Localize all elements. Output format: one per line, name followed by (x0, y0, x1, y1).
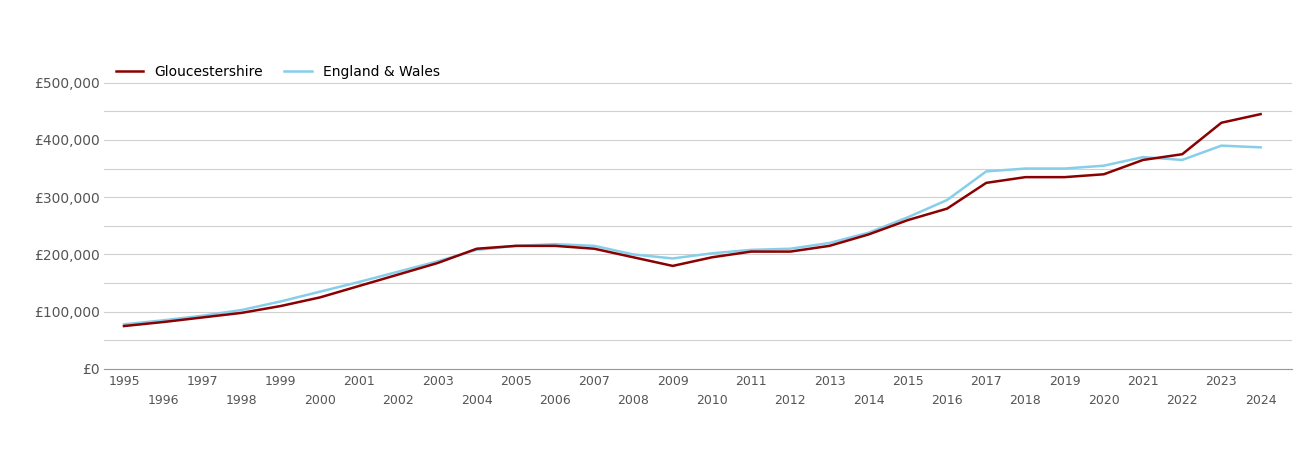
England & Wales (586, 243, 602, 248)
England & Wales (194, 313, 210, 319)
Gloucestershire (900, 217, 916, 223)
England & Wales (625, 252, 641, 257)
England & Wales (979, 169, 994, 174)
Gloucestershire (116, 324, 132, 329)
Line: England & Wales: England & Wales (124, 146, 1261, 324)
England & Wales (940, 198, 955, 203)
England & Wales (1135, 154, 1151, 160)
Gloucestershire (390, 272, 406, 277)
England & Wales (508, 243, 523, 248)
England & Wales (861, 230, 877, 235)
England & Wales (273, 299, 288, 304)
England & Wales (234, 307, 249, 313)
England & Wales (155, 318, 171, 323)
England & Wales (547, 242, 562, 247)
Gloucestershire (1096, 171, 1112, 177)
Gloucestershire (234, 310, 249, 315)
Gloucestershire (351, 283, 367, 288)
Gloucestershire (1135, 157, 1151, 162)
Gloucestershire (194, 315, 210, 320)
Gloucestershire (155, 320, 171, 325)
Line: Gloucestershire: Gloucestershire (124, 114, 1261, 326)
England & Wales (1018, 166, 1034, 171)
Gloucestershire (979, 180, 994, 185)
Gloucestershire (429, 261, 445, 266)
Gloucestershire (940, 206, 955, 211)
Gloucestershire (625, 255, 641, 260)
Gloucestershire (1057, 175, 1073, 180)
Gloucestershire (822, 243, 838, 248)
England & Wales (116, 322, 132, 327)
Gloucestershire (508, 243, 523, 248)
England & Wales (900, 215, 916, 220)
Gloucestershire (1253, 112, 1268, 117)
England & Wales (783, 246, 799, 252)
Gloucestershire (586, 246, 602, 252)
England & Wales (822, 240, 838, 246)
Gloucestershire (705, 255, 720, 260)
England & Wales (1096, 163, 1112, 168)
Gloucestershire (1018, 175, 1034, 180)
England & Wales (1214, 143, 1229, 148)
England & Wales (390, 269, 406, 274)
England & Wales (1253, 144, 1268, 150)
Gloucestershire (1214, 120, 1229, 126)
Gloucestershire (744, 249, 760, 254)
England & Wales (744, 247, 760, 252)
Gloucestershire (547, 243, 562, 248)
Legend: Gloucestershire, England & Wales: Gloucestershire, England & Wales (111, 61, 444, 83)
England & Wales (705, 251, 720, 256)
Gloucestershire (1174, 152, 1190, 157)
England & Wales (312, 289, 328, 294)
Gloucestershire (783, 249, 799, 254)
England & Wales (351, 279, 367, 285)
Gloucestershire (312, 295, 328, 300)
Gloucestershire (861, 232, 877, 237)
Gloucestershire (273, 303, 288, 309)
England & Wales (1057, 166, 1073, 171)
Gloucestershire (664, 263, 680, 269)
England & Wales (664, 256, 680, 261)
England & Wales (1174, 157, 1190, 162)
England & Wales (429, 259, 445, 264)
England & Wales (468, 247, 484, 252)
Gloucestershire (468, 246, 484, 252)
